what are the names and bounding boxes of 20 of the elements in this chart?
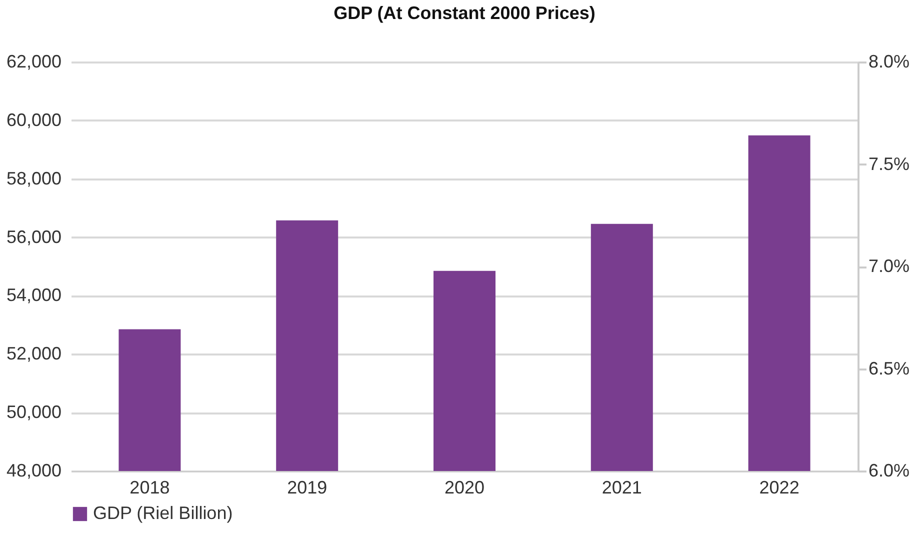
y2-tick-label: 6.0% <box>868 460 910 480</box>
y2-tick-label: 7.5% <box>868 154 910 174</box>
x-tick-label: 2019 <box>287 478 328 498</box>
y-tick-label: 58,000 <box>6 168 62 188</box>
y-tick-label: 48,000 <box>6 460 62 480</box>
y-tick-label: 60,000 <box>6 110 62 130</box>
y-tick-label: 52,000 <box>6 344 62 364</box>
legend-label: GDP (Riel Billion) <box>93 503 233 523</box>
y2-tick-label: 7.0% <box>868 256 910 276</box>
y-tick-label: 62,000 <box>6 52 62 72</box>
y-tick-label: 56,000 <box>6 226 62 247</box>
x-tick-label: 2022 <box>759 478 800 498</box>
y-tick-label: 54,000 <box>6 285 62 306</box>
x-tick-label: 2020 <box>444 478 485 498</box>
y-tick-label: 50,000 <box>6 402 62 422</box>
chart-title: GDP (At Constant 2000 Prices) <box>334 3 596 23</box>
y2-tick-label: 8.0% <box>868 52 910 72</box>
x-tick-label: 2021 <box>602 478 642 498</box>
x-tick-label: 2018 <box>130 478 170 498</box>
y2-tick-label: 6.5% <box>868 358 910 378</box>
